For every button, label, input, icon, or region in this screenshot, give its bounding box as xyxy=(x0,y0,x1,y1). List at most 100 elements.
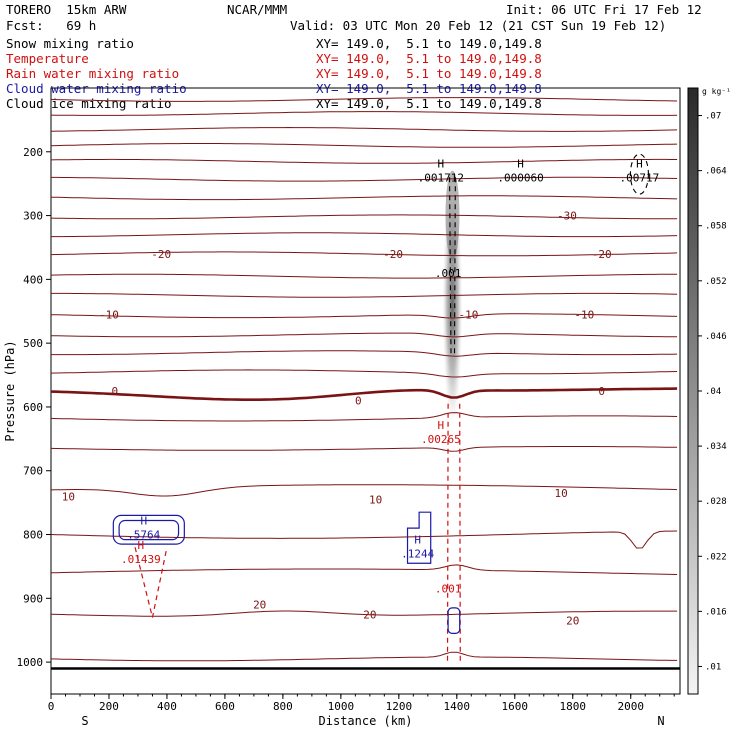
colorbar: .07 .064 .058 .052 .046 .04 .034 .028 .022 .016 .0… xyxy=(687,87,731,695)
field-xy-snow: XY= 149.0, 5.1 to 149.0,149.8 xyxy=(316,36,542,51)
y-tick-label: 1000 xyxy=(17,656,44,669)
field-name-rain: Rain water mixing ratio xyxy=(6,66,180,81)
isotherm-line xyxy=(51,176,678,182)
cloud-water-contour xyxy=(406,511,432,564)
rain-contour xyxy=(446,403,449,663)
isotherm-label: -10 xyxy=(99,308,119,321)
colorbar-label: .016 xyxy=(705,607,727,617)
valid-time: Valid: 03 UTC Mon 20 Feb 12 (21 CST Sun … xyxy=(290,18,667,33)
south-label: S xyxy=(81,714,88,728)
extremum-value: .00717 xyxy=(620,171,660,184)
x-tick-label: 1400 xyxy=(444,700,471,713)
isotherm-label: 20 xyxy=(363,608,376,621)
isotherm-line xyxy=(50,412,678,422)
isotherm-line xyxy=(50,158,678,164)
init-time: Init: 06 UTC Fri 17 Feb 12 xyxy=(506,2,702,17)
isotherm-line xyxy=(50,195,678,201)
extremum-value: .5764 xyxy=(127,529,160,542)
y-tick-label: 500 xyxy=(23,337,43,350)
extremum-value: .00265 xyxy=(421,433,461,446)
isotherm-label: 0 xyxy=(111,385,118,398)
isotherm-line xyxy=(51,350,678,357)
isotherm-line xyxy=(50,313,678,319)
isotherm-label: 0 xyxy=(355,395,362,408)
isotherm-label: -20 xyxy=(151,248,171,261)
colorbar-bar xyxy=(687,87,699,695)
extremum-marker: H xyxy=(438,419,445,432)
colorbar-label: .07 xyxy=(705,112,721,122)
colorbar-label: .034 xyxy=(705,442,727,452)
isotherm-line xyxy=(50,332,678,338)
colorbar-label: .058 xyxy=(705,222,727,232)
isotherm-line xyxy=(50,369,678,378)
y-tick-label: 400 xyxy=(23,273,43,286)
isotherm-zero xyxy=(50,387,678,401)
isotherm-line xyxy=(50,651,678,662)
temperature-contours xyxy=(50,97,678,662)
x-tick-label: 400 xyxy=(157,700,177,713)
isotherm-label: 10 xyxy=(555,487,568,500)
y-tick-label: 700 xyxy=(23,465,43,478)
isotherm-label: -20 xyxy=(383,248,403,261)
isotherm-line xyxy=(51,292,678,298)
field-name-temperature: Temperature xyxy=(6,51,89,66)
y-tick-label: 300 xyxy=(23,210,43,223)
x-tick-label: 1600 xyxy=(502,700,529,713)
extremum-value: .1244 xyxy=(401,548,434,561)
cloud-ice-contour xyxy=(449,177,452,356)
extremum-marker: H xyxy=(140,515,147,528)
x-tick-label: 1800 xyxy=(560,700,587,713)
center-title: NCAR/MMM xyxy=(227,2,288,17)
isotherm-line xyxy=(50,484,678,497)
x-tick-label: 600 xyxy=(215,700,235,713)
x-tick-label: 200 xyxy=(99,700,119,713)
isotherm-label: -30 xyxy=(557,210,577,223)
colorbar-label: .052 xyxy=(705,277,727,287)
extremum-marker: H xyxy=(138,539,145,552)
isotherm-label: 0 xyxy=(598,385,605,398)
field-xy-rain: XY= 149.0, 5.1 to 149.0,149.8 xyxy=(316,66,542,81)
x-tick-label: 2000 xyxy=(617,700,644,713)
field-xy-temperature: XY= 149.0, 5.1 to 149.0,149.8 xyxy=(316,51,542,66)
colorbar-label: .022 xyxy=(705,552,727,562)
y-tick-label: 900 xyxy=(23,592,43,605)
isotherm-label: 10 xyxy=(369,493,382,506)
isotherm-label: 10 xyxy=(62,490,75,503)
cloud-ice-contours xyxy=(449,153,649,356)
extremum-value: .001 xyxy=(435,267,462,280)
isotherm-line xyxy=(50,214,678,220)
x-tick-label: 800 xyxy=(273,700,293,713)
y-tick-label: 800 xyxy=(23,529,43,542)
rain-contour xyxy=(459,403,461,663)
cloud-ice-contour xyxy=(453,177,456,356)
extremum-value: .000060 xyxy=(497,171,543,184)
x-tick-label: 1200 xyxy=(386,700,413,713)
isotherm-label: -10 xyxy=(458,308,478,321)
isotherm-line xyxy=(50,143,678,148)
extremum-marker: H xyxy=(636,157,643,170)
isotherm-label: 20 xyxy=(253,599,266,612)
y-tick-label: 600 xyxy=(23,401,43,414)
plot-border xyxy=(50,87,681,695)
cloud-water-contour xyxy=(118,519,180,541)
extremum-value: .01439 xyxy=(121,553,161,566)
extremum-value: .001712 xyxy=(418,171,464,184)
isotherm-line xyxy=(50,251,678,257)
colorbar-label: .046 xyxy=(705,332,727,342)
colorbar-unit: g kg⁻¹ xyxy=(702,87,731,96)
isotherm-line xyxy=(50,111,678,116)
isotherm-line xyxy=(50,530,678,549)
model-title: TORERO 15km ARW xyxy=(6,2,127,17)
y-tick-label: 200 xyxy=(23,146,43,159)
cloud-water-contour xyxy=(447,607,461,635)
isotherm-line xyxy=(50,97,678,102)
isotherm-line xyxy=(50,564,678,575)
x-tick-label: 1000 xyxy=(328,700,355,713)
isotherm-line xyxy=(50,446,678,452)
extremum-marker: H xyxy=(438,157,445,170)
forecast-hour: Fcst: 69 h xyxy=(6,18,97,33)
plot-frame xyxy=(50,87,681,695)
snow-shading xyxy=(442,170,463,425)
